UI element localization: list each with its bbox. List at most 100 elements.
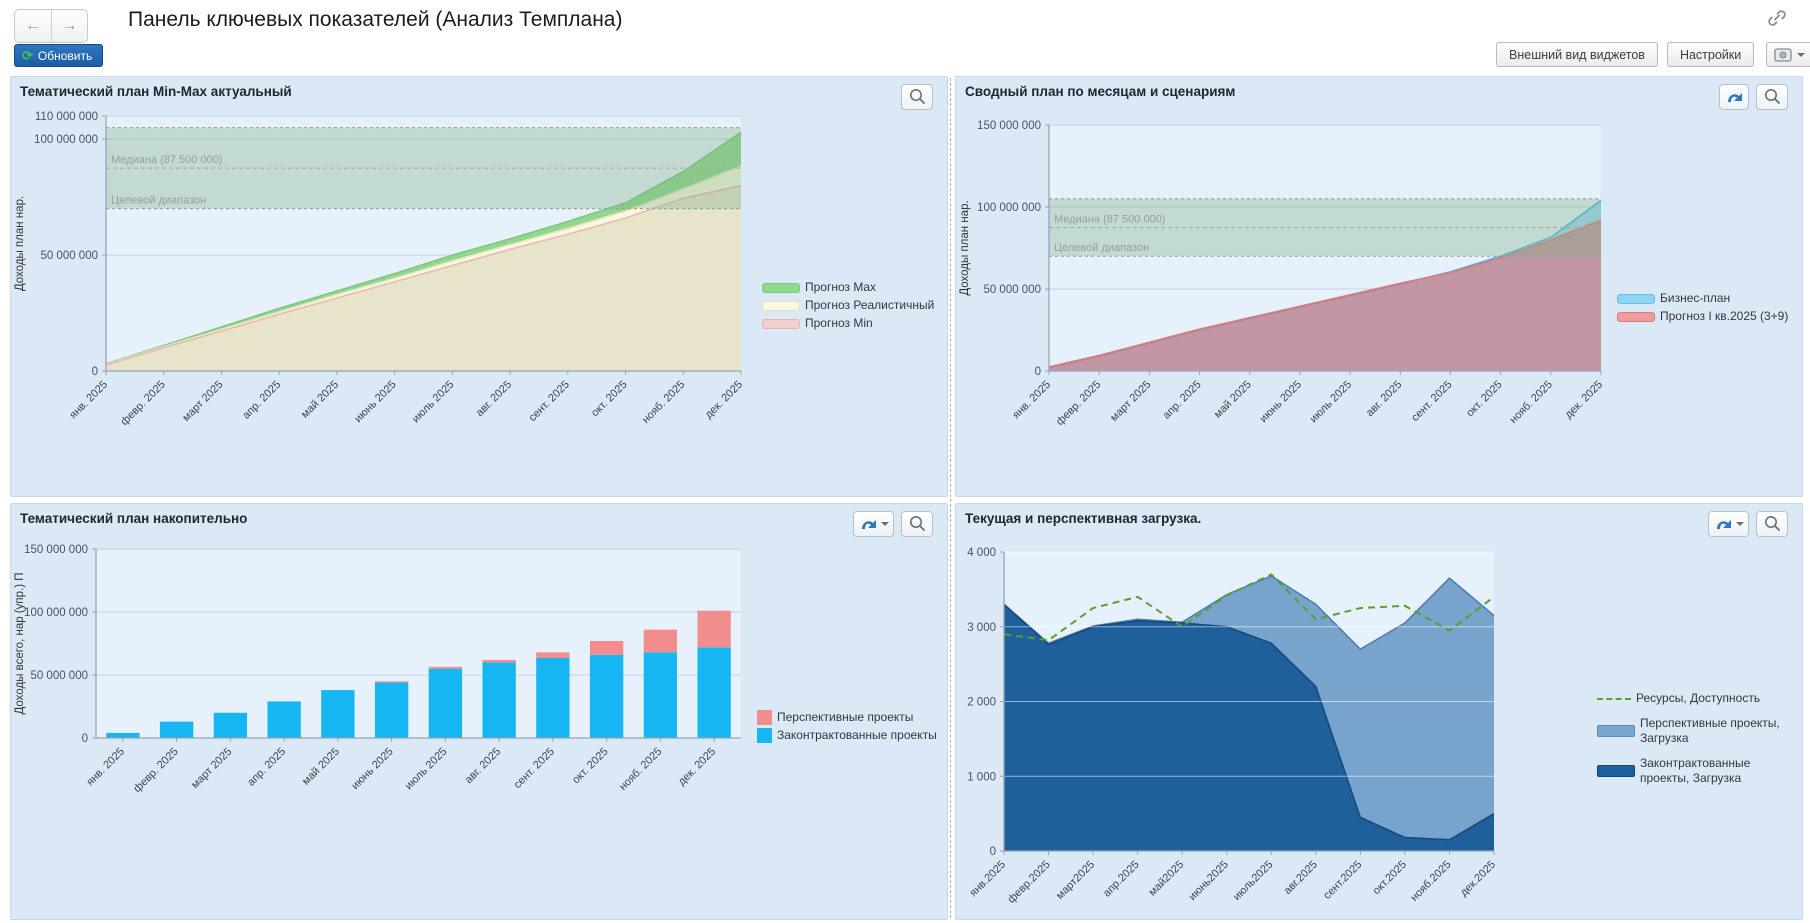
svg-text:март2025: март2025 bbox=[1054, 859, 1097, 902]
legend-item: Законтрактованные проекты bbox=[757, 728, 943, 743]
svg-text:янв. 2025: янв. 2025 bbox=[84, 746, 127, 789]
svg-text:100 000 000: 100 000 000 bbox=[24, 607, 88, 619]
svg-text:янв. 2025: янв. 2025 bbox=[1010, 379, 1053, 422]
legend-item: Прогноз Max bbox=[762, 280, 943, 295]
widget-load: Текущая и перспективная загрузка. 0 1 000… bbox=[955, 503, 1803, 920]
svg-text:март 2025: март 2025 bbox=[1108, 379, 1153, 424]
history-nav: ← → bbox=[14, 9, 88, 43]
widget-title: Сводный план по месяцам и сценариям bbox=[965, 84, 1236, 99]
zoom-widget-button[interactable] bbox=[901, 511, 933, 537]
svg-text:3 000: 3 000 bbox=[967, 622, 996, 634]
chart-legend: Ресурсы, Доступность Перспективные проект… bbox=[1591, 546, 1802, 923]
svg-text:июнь2025: июнь2025 bbox=[1187, 859, 1231, 903]
svg-text:июнь 2025: июнь 2025 bbox=[349, 746, 395, 792]
svg-text:март 2025: март 2025 bbox=[189, 746, 234, 791]
chart-canvas-min-max: Медиана (87 500 000) Целевой диапазон 0 50 … bbox=[14, 111, 745, 428]
svg-text:дек. 2025: дек. 2025 bbox=[676, 746, 718, 788]
svg-text:окт. 2025: окт. 2025 bbox=[589, 379, 630, 420]
svg-text:Доходы план нар.: Доходы план нар. bbox=[959, 200, 971, 295]
svg-text:апр. 2025: апр. 2025 bbox=[240, 379, 283, 422]
svg-text:февр. 2025: февр. 2025 bbox=[119, 379, 168, 428]
svg-text:150 000 000: 150 000 000 bbox=[24, 544, 88, 556]
zoom-widget-button[interactable] bbox=[1756, 84, 1788, 110]
widgets-appearance-button[interactable]: Внешний вид виджетов bbox=[1496, 42, 1658, 67]
magnifier-icon bbox=[1765, 516, 1780, 531]
svg-text:0: 0 bbox=[990, 846, 996, 858]
link-icon bbox=[1768, 10, 1786, 26]
svg-text:май 2025: май 2025 bbox=[1212, 379, 1254, 421]
widget-title: Тематический план Min-Max актуальный bbox=[20, 84, 292, 99]
svg-text:50 000 000: 50 000 000 bbox=[30, 670, 88, 682]
zoom-widget-button[interactable] bbox=[1756, 511, 1788, 537]
zoom-widget-button[interactable] bbox=[901, 84, 933, 110]
svg-text:150 000 000: 150 000 000 bbox=[977, 120, 1041, 132]
svg-text:0: 0 bbox=[92, 366, 98, 378]
svg-text:дек.2025: дек.2025 bbox=[1458, 859, 1498, 899]
legend-item: Прогноз I кв.2025 (3+9) bbox=[1617, 309, 1798, 324]
settings-button[interactable]: Настройки bbox=[1666, 42, 1755, 67]
legend-label: Прогноз Max bbox=[805, 280, 877, 294]
chart-legend: Бизнес-план Прогноз I кв.2025 (3+9) bbox=[1611, 113, 1802, 502]
page-title: Панель ключевых показателей (Анализ Темп… bbox=[128, 8, 623, 31]
legend-swatch-icon bbox=[1617, 293, 1655, 304]
legend-swatch-icon bbox=[757, 710, 772, 725]
svg-text:0: 0 bbox=[82, 733, 88, 745]
legend-item: Законтрактованные проекты, Загрузка bbox=[1597, 756, 1798, 786]
legend-swatch-icon bbox=[1597, 725, 1635, 737]
nav-forward-button[interactable]: → bbox=[51, 10, 87, 42]
refresh-label: Обновить bbox=[37, 48, 93, 63]
svg-text:февр. 2025: февр. 2025 bbox=[131, 746, 180, 795]
column-splitter[interactable] bbox=[950, 78, 951, 918]
svg-text:авг. 2025: авг. 2025 bbox=[474, 379, 514, 419]
svg-text:апр. 2025: апр. 2025 bbox=[245, 746, 288, 789]
legend-item: Ресурсы, Доступность bbox=[1597, 691, 1798, 706]
widget-thematic-cumulative: Тематический план накопительно 0 50 000 0… bbox=[10, 503, 948, 920]
caret-down-icon bbox=[881, 522, 889, 526]
export-image-button[interactable] bbox=[1766, 42, 1810, 67]
svg-text:март 2025: март 2025 bbox=[180, 379, 225, 424]
svg-text:янв. 2025: янв. 2025 bbox=[67, 379, 110, 422]
legend-swatch-icon bbox=[757, 728, 772, 743]
drill-through-button[interactable] bbox=[853, 511, 894, 537]
svg-text:сент. 2025: сент. 2025 bbox=[1409, 379, 1454, 424]
svg-text:дек. 2025: дек. 2025 bbox=[703, 379, 745, 421]
nav-back-button[interactable]: ← bbox=[15, 10, 51, 42]
svg-text:февр. 2025: февр. 2025 bbox=[1054, 379, 1103, 428]
svg-text:100 000 000: 100 000 000 bbox=[977, 202, 1041, 214]
legend-label: Перспективные проекты, Загрузка bbox=[1640, 716, 1780, 745]
svg-text:сент. 2025: сент. 2025 bbox=[512, 746, 557, 791]
chart-canvas-summary: Медиана (87 500 000) Целевой диапазон 0 50 … bbox=[959, 120, 1605, 428]
legend-item: Перспективные проекты, Загрузка bbox=[1597, 716, 1798, 746]
svg-text:апр.2025: апр.2025 bbox=[1101, 859, 1142, 900]
chart-canvas-cumulative: 0 50 000 000 100 000 000 150 000 000 янв. 20… bbox=[14, 544, 741, 795]
magnifier-icon bbox=[1765, 89, 1780, 104]
chart-legend: Прогноз Max Прогноз Реалистичный Прогноз M… bbox=[756, 111, 947, 500]
legend-item: Прогноз Min bbox=[762, 316, 943, 331]
drill-through-button[interactable] bbox=[1719, 84, 1749, 110]
svg-text:окт. 2025: окт. 2025 bbox=[570, 746, 611, 787]
magnifier-icon bbox=[910, 89, 925, 104]
legend-label: Прогноз Реалистичный bbox=[805, 298, 935, 312]
svg-text:авг. 2025: авг. 2025 bbox=[463, 746, 503, 786]
svg-text:нояб. 2025: нояб. 2025 bbox=[1508, 379, 1555, 426]
svg-text:50 000 000: 50 000 000 bbox=[40, 250, 98, 262]
svg-text:авг.2025: авг.2025 bbox=[1282, 859, 1320, 897]
svg-text:сент.2025: сент.2025 bbox=[1321, 859, 1364, 902]
svg-text:Медиана (87 500 000): Медиана (87 500 000) bbox=[111, 154, 222, 166]
legend-label: Прогноз I кв.2025 (3+9) bbox=[1660, 309, 1789, 323]
svg-text:июнь 2025: июнь 2025 bbox=[1258, 379, 1304, 425]
svg-text:май2025: май2025 bbox=[1146, 859, 1186, 899]
drill-through-button[interactable] bbox=[1708, 511, 1749, 537]
widget-title: Текущая и перспективная загрузка. bbox=[965, 511, 1202, 526]
legend-label: Прогноз Min bbox=[805, 316, 873, 330]
permalink-button[interactable] bbox=[1764, 6, 1790, 32]
caret-down-icon bbox=[1736, 522, 1744, 526]
image-icon bbox=[1774, 48, 1792, 62]
svg-text:Целевой диапазон: Целевой диапазон bbox=[111, 195, 206, 207]
refresh-button[interactable]: ⟳ Обновить bbox=[14, 44, 104, 67]
svg-text:Доходы план нар.: Доходы план нар. bbox=[14, 196, 26, 291]
chart-legend: Перспективные проекты Законтрактованные п… bbox=[751, 534, 947, 919]
svg-text:нояб. 2025: нояб. 2025 bbox=[617, 746, 664, 793]
legend-item: Прогноз Реалистичный bbox=[762, 298, 943, 313]
